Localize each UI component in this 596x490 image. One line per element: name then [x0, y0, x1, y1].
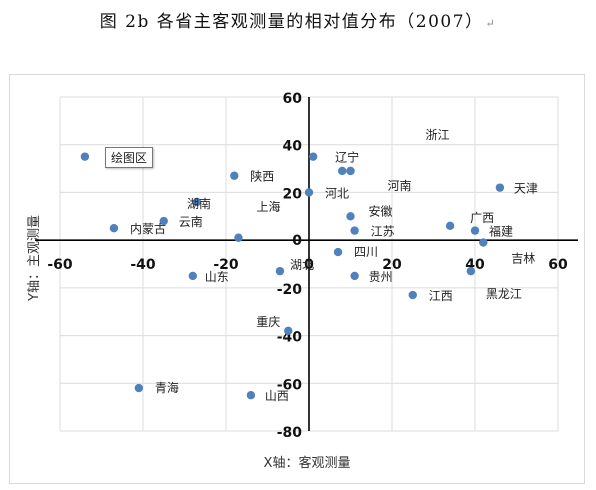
point-label: 云南	[179, 214, 203, 229]
return-mark-icon: ↵	[485, 17, 497, 30]
point-label: 山东	[205, 270, 229, 284]
x-tick-label: -40	[130, 257, 156, 273]
point-label: 河南	[388, 178, 412, 193]
plot-area-tooltip: 绘图区	[105, 147, 154, 168]
scatter-point	[234, 233, 243, 242]
y-tick-label: -80	[277, 425, 303, 441]
y-tick-label: -40	[277, 330, 303, 346]
scatter-point	[338, 166, 347, 176]
scatter-point	[333, 247, 343, 257]
point-label: 青海	[155, 380, 179, 395]
point-label: 吉林	[511, 252, 535, 266]
x-tick-label: -20	[213, 257, 239, 273]
scatter-point	[80, 152, 90, 161]
scatter-point	[230, 171, 239, 180]
point-label: 江苏	[371, 225, 395, 239]
point-label: 重庆	[256, 315, 280, 329]
point-label: 福建	[489, 224, 513, 239]
scatter-point	[304, 188, 314, 197]
data-points	[80, 152, 505, 400]
x-axis-title: X轴：客观测量	[264, 455, 351, 471]
scatter-point	[134, 383, 144, 393]
point-label: 天津	[514, 182, 538, 196]
chart-frame	[9, 74, 585, 484]
y-tick-label: 20	[283, 186, 303, 202]
point-label: 河北	[325, 186, 349, 200]
scatter-point	[350, 271, 359, 281]
point-label: 山西	[265, 389, 289, 403]
scatter-point	[159, 216, 168, 226]
scatter-point	[308, 152, 318, 161]
scatter-point	[109, 224, 119, 233]
x-tick-label: 0	[304, 257, 314, 273]
point-label: 广西	[470, 211, 494, 225]
scatter-point	[246, 391, 256, 400]
y-tick-label: -60	[277, 377, 303, 393]
point-label: 贵州	[369, 270, 393, 284]
y-tick-label: 0	[292, 233, 302, 249]
scatter-point	[408, 290, 417, 300]
y-axis-title: Y轴：主观测量	[27, 215, 42, 302]
scatter-point	[346, 166, 355, 176]
scatter-point	[479, 238, 488, 247]
point-label: 黑龙江	[486, 287, 522, 301]
point-label: 辽宁	[335, 150, 359, 165]
y-tick-label: -20	[277, 282, 303, 298]
y-tick-label: 60	[283, 91, 303, 107]
point-label: 陕西	[250, 169, 274, 184]
x-tick-label: -60	[47, 257, 73, 273]
scatter-point	[275, 266, 285, 276]
y-tick-label: 40	[283, 139, 303, 155]
scatter-point	[470, 226, 480, 235]
scatter-point	[188, 271, 197, 281]
point-label: 湖北	[290, 257, 314, 272]
scatter-point	[350, 226, 359, 235]
title-text: 图 2b 各省主客观测量的相对值分布（2007）	[99, 12, 484, 32]
point-label: 安徽	[369, 203, 393, 218]
scatter-point	[284, 326, 293, 335]
point-label: 内蒙古	[130, 221, 166, 236]
point-label: 湖南	[187, 196, 211, 211]
scatter-point	[445, 221, 455, 231]
scatter-point	[346, 212, 355, 221]
point-label: 四川	[354, 245, 378, 259]
point-label: 浙江	[426, 128, 450, 142]
scatter-point	[192, 197, 202, 207]
x-tick-label: 20	[382, 257, 402, 273]
page-title: 图 2b 各省主客观测量的相对值分布（2007） ↵	[0, 7, 596, 32]
x-tick-label: 60	[548, 257, 568, 273]
scatter-point	[466, 266, 476, 276]
point-label: 江西	[429, 289, 453, 303]
scatter-point	[495, 183, 505, 192]
axes	[35, 97, 578, 431]
point-label: 上海	[256, 199, 280, 214]
